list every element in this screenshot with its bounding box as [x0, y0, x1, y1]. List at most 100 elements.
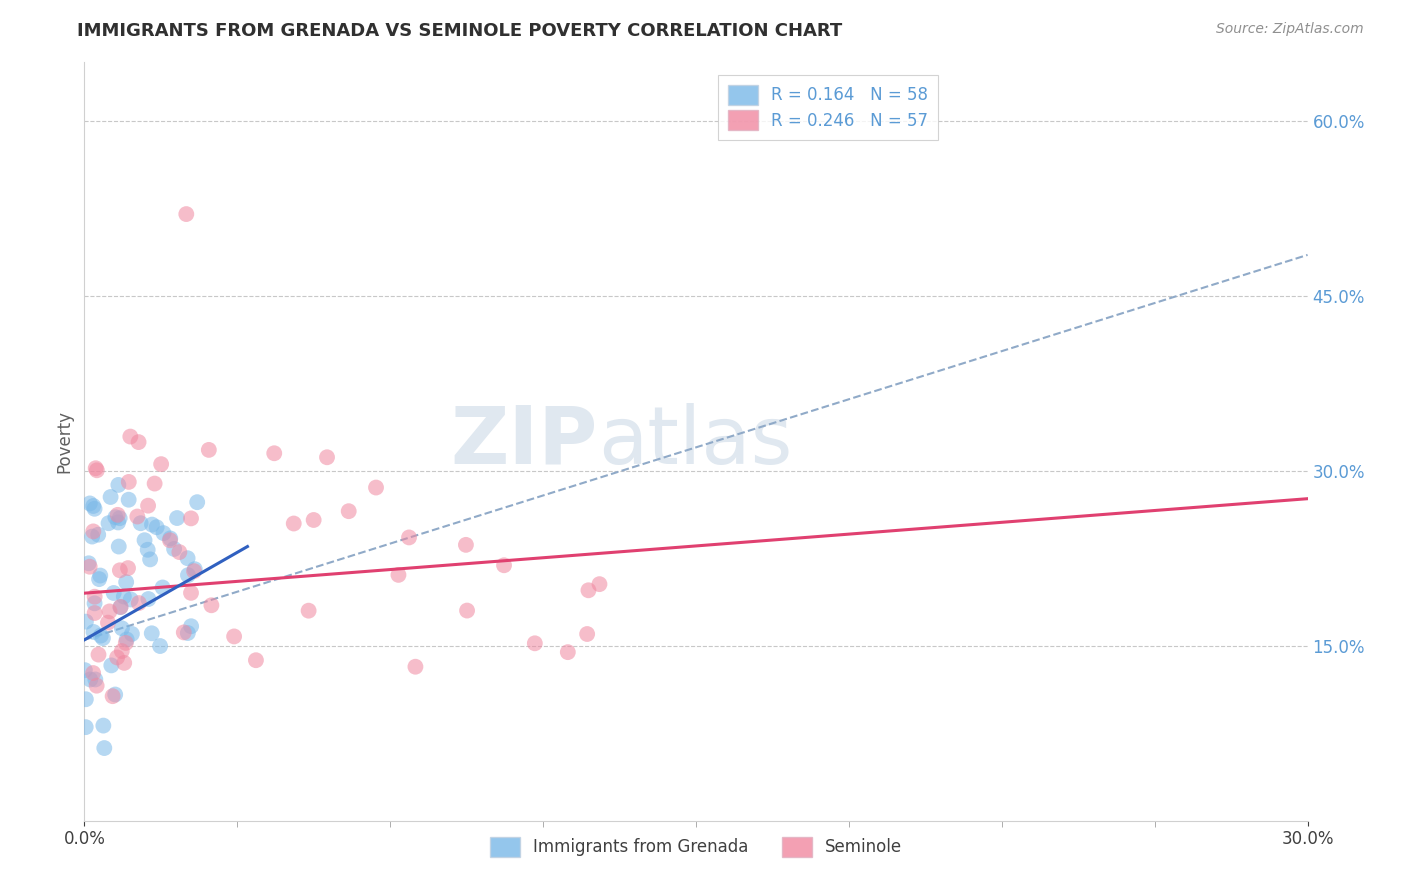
- Point: [84, 461, 107, 475]
- Point: [100, 658, 122, 673]
- Point: [152, 526, 174, 541]
- Point: [129, 516, 152, 531]
- Point: [245, 653, 267, 667]
- Point: [112, 656, 135, 670]
- Point: [398, 531, 420, 545]
- Point: [84, 673, 107, 687]
- Point: [186, 495, 208, 509]
- Point: [159, 533, 181, 548]
- Point: [263, 446, 285, 460]
- Point: [523, 636, 546, 650]
- Point: [143, 476, 166, 491]
- Point: [75, 615, 97, 629]
- Point: [136, 499, 159, 513]
- Point: [159, 532, 181, 546]
- Point: [117, 561, 139, 575]
- Point: [87, 572, 110, 586]
- Point: [128, 435, 150, 450]
- Point: [128, 596, 150, 610]
- Point: [163, 541, 186, 556]
- Point: [111, 621, 134, 635]
- Point: [492, 558, 515, 573]
- Point: [198, 442, 221, 457]
- Point: [107, 540, 129, 554]
- Point: [82, 524, 104, 539]
- Point: [104, 510, 127, 524]
- Point: [177, 626, 200, 640]
- Point: [588, 577, 610, 591]
- Point: [97, 516, 120, 531]
- Point: [180, 511, 202, 525]
- Point: [127, 509, 149, 524]
- Point: [111, 644, 134, 658]
- Point: [134, 533, 156, 548]
- Point: [180, 619, 202, 633]
- Point: [77, 556, 100, 570]
- Point: [387, 567, 409, 582]
- Point: [454, 538, 477, 552]
- Point: [79, 559, 101, 574]
- Point: [73, 663, 96, 677]
- Point: [83, 624, 105, 639]
- Point: [75, 692, 97, 706]
- Point: [141, 626, 163, 640]
- Y-axis label: Poverty: Poverty: [55, 410, 73, 473]
- Point: [120, 592, 142, 607]
- Point: [108, 511, 131, 525]
- Point: [75, 720, 97, 734]
- Point: [83, 590, 105, 604]
- Point: [103, 586, 125, 600]
- Point: [110, 599, 132, 614]
- Point: [112, 590, 135, 604]
- Point: [79, 496, 101, 510]
- Point: [302, 513, 325, 527]
- Point: [166, 511, 188, 525]
- Point: [150, 457, 173, 471]
- Point: [138, 592, 160, 607]
- Point: [115, 575, 138, 590]
- Text: atlas: atlas: [598, 402, 793, 481]
- Point: [83, 606, 105, 620]
- Point: [79, 673, 101, 687]
- Point: [174, 207, 197, 221]
- Point: [101, 689, 124, 703]
- Point: [283, 516, 305, 531]
- Point: [107, 516, 129, 530]
- Point: [83, 501, 105, 516]
- Point: [114, 636, 136, 650]
- Point: [298, 604, 321, 618]
- Point: [104, 688, 127, 702]
- Point: [139, 552, 162, 566]
- Point: [97, 615, 120, 630]
- Point: [364, 481, 387, 495]
- Point: [82, 530, 104, 544]
- Point: [91, 631, 114, 645]
- Text: ZIP: ZIP: [451, 402, 598, 481]
- Point: [337, 504, 360, 518]
- Point: [224, 629, 246, 643]
- Point: [456, 603, 478, 617]
- Point: [107, 478, 129, 492]
- Point: [93, 741, 115, 756]
- Point: [82, 666, 104, 681]
- Point: [83, 596, 105, 610]
- Point: [180, 586, 202, 600]
- Point: [183, 564, 205, 578]
- Point: [578, 583, 600, 598]
- Point: [87, 527, 110, 541]
- Point: [118, 492, 141, 507]
- Point: [118, 475, 141, 489]
- Point: [576, 627, 599, 641]
- Point: [115, 632, 138, 647]
- Point: [136, 542, 159, 557]
- Text: IMMIGRANTS FROM GRENADA VS SEMINOLE POVERTY CORRELATION CHART: IMMIGRANTS FROM GRENADA VS SEMINOLE POVE…: [77, 22, 842, 40]
- Point: [557, 645, 579, 659]
- Point: [108, 563, 131, 577]
- Point: [177, 568, 200, 582]
- Point: [120, 429, 142, 443]
- Point: [316, 450, 339, 465]
- Point: [169, 545, 191, 559]
- Point: [173, 625, 195, 640]
- Point: [86, 463, 108, 477]
- Legend: Immigrants from Grenada, Seminole: Immigrants from Grenada, Seminole: [481, 829, 911, 865]
